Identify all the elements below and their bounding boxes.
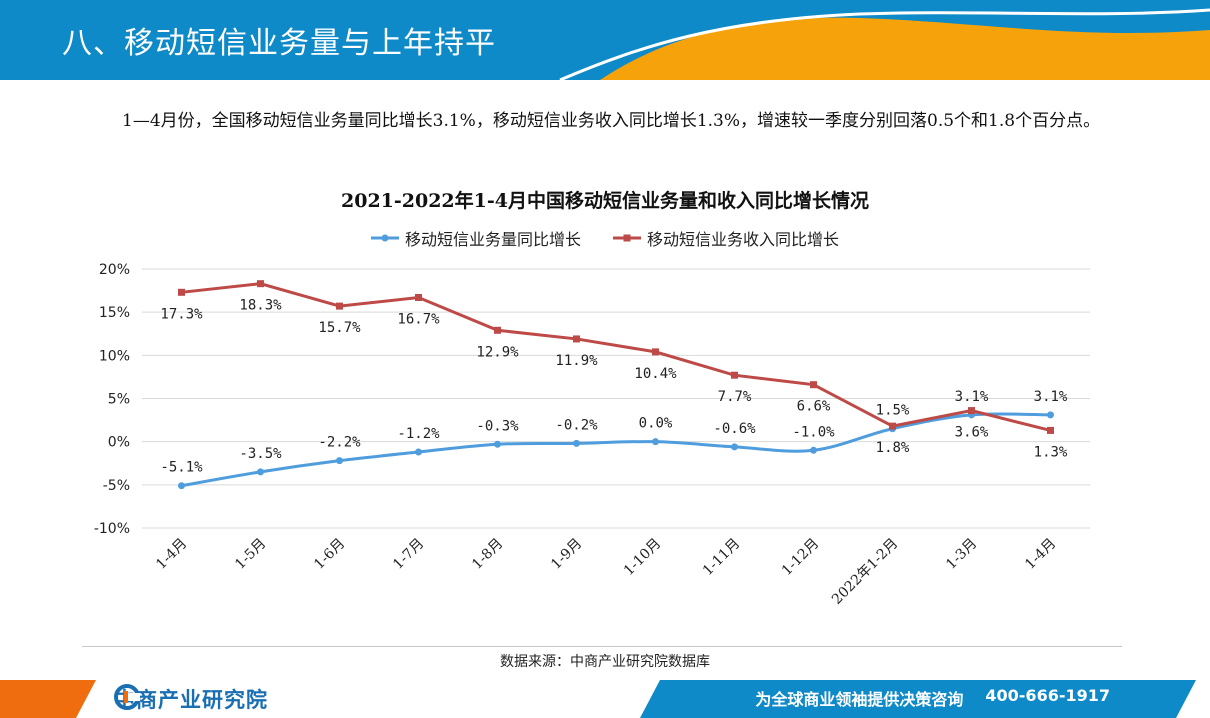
legend-label-revenue: 移动短信业务收入同比增长	[647, 230, 840, 249]
header-banner: 八、移动短信业务量与上年持平	[0, 0, 1210, 80]
chart-legend: 移动短信业务量同比增长 移动短信业务收入同比增长	[0, 226, 1210, 250]
footer-banner: 中商产业研究院 为全球商业领袖提供决策咨询 400-666-1917	[0, 680, 1210, 718]
data-label-revenue: 10.4%	[634, 366, 677, 382]
series-0-point	[1047, 411, 1054, 419]
series-line-0	[181, 412, 1051, 488]
page-title: 八、移动短信业务量与上年持平	[62, 26, 496, 61]
header-background	[0, 0, 1210, 80]
data-label-revenue: 1.3%	[1034, 444, 1068, 460]
series-0-point	[494, 440, 501, 448]
data-label-revenue: 3.6%	[955, 425, 989, 441]
data-label-volume: -3.5%	[239, 446, 282, 462]
data-label-volume: -1.0%	[792, 424, 835, 440]
data-label-revenue: 7.7%	[718, 389, 752, 405]
slogan-text: 为全球商业领袖提供决策咨询	[755, 690, 964, 709]
x-tick-label: 1-12月	[779, 536, 822, 579]
y-tick-label: 0%	[108, 435, 130, 451]
data-label-volume: 3.1%	[955, 389, 989, 405]
y-tick-label: 10%	[99, 348, 130, 364]
data-label-revenue: 1.8%	[876, 440, 910, 456]
intro-paragraph: 1—4月份，全国移动短信业务量同比增长3.1%，移动短信业务收入同比增长1.3%…	[122, 111, 1101, 131]
series-0-point	[336, 457, 343, 465]
series-0-point	[731, 443, 738, 451]
series-1-point	[573, 335, 580, 343]
data-label-volume: -0.6%	[713, 421, 756, 437]
x-tick-label: 1-3月	[943, 536, 980, 573]
legend-line-red-icon	[613, 234, 641, 242]
data-label-volume: 1.5%	[876, 403, 910, 419]
x-tick-label: 1-8月	[469, 536, 506, 573]
series-1-point	[810, 381, 817, 389]
series-line-1	[181, 282, 1051, 432]
series-1-point	[494, 326, 501, 334]
data-label-revenue: 11.9%	[555, 353, 598, 369]
data-label-volume: -1.2%	[397, 426, 440, 442]
series-1-point	[257, 280, 264, 288]
data-label-volume: -2.2%	[318, 435, 361, 451]
data-label-revenue: 17.3%	[160, 306, 203, 322]
series-1-point	[889, 422, 896, 430]
x-tick-label: 1-7月	[390, 536, 427, 573]
series-1-point	[336, 302, 343, 310]
series-1-point	[968, 407, 975, 415]
data-label-volume: -0.3%	[476, 418, 519, 434]
x-tick-label: 1-11月	[700, 536, 743, 579]
x-tick-label: 1-6月	[311, 536, 348, 573]
y-tick-label: 20%	[99, 262, 130, 278]
source-divider	[82, 646, 1122, 647]
y-tick-label: 15%	[99, 305, 130, 321]
data-label-revenue: 6.6%	[797, 399, 831, 415]
data-label-revenue: 16.7%	[397, 311, 440, 327]
y-tick-label: -10%	[94, 521, 130, 537]
data-label-volume: 0.0%	[639, 416, 673, 432]
footer-slogan: 为全球商业领袖提供决策咨询 400-666-1917	[755, 686, 1110, 710]
data-label-revenue: 18.3%	[239, 298, 282, 314]
x-tick-label: 1-9月	[548, 536, 585, 573]
series-1-point	[1047, 426, 1054, 434]
x-tick-label: 2022年1-2月	[829, 536, 901, 608]
footer-background	[0, 680, 1210, 718]
data-label-volume: 3.1%	[1034, 389, 1068, 405]
x-tick-label: 1-5月	[232, 536, 269, 573]
series-0-point	[257, 468, 264, 476]
x-tick-label: 1-4月	[1022, 536, 1059, 573]
series-1-point	[731, 371, 738, 379]
series-0-point	[415, 448, 422, 456]
series-1-point	[178, 288, 185, 296]
legend-item-volume: 移动短信业务量同比增长	[370, 226, 581, 250]
line-chart: 20% 15% 10% 5% 0% -5% -10% 1-4月 1-5月 1-6月 1-7月 1-8月…	[94, 262, 1090, 608]
series-1-point	[652, 348, 659, 356]
company-logo-icon	[114, 684, 140, 710]
x-tick-label: 1-4月	[153, 536, 190, 573]
series-0-point	[178, 482, 185, 490]
y-tick-label: -5%	[103, 478, 130, 494]
series-1-point	[415, 293, 422, 301]
legend-line-blue-icon	[370, 234, 399, 242]
data-source: 数据来源：中商产业研究院数据库	[500, 654, 710, 670]
legend-item-revenue: 移动短信业务收入同比增长	[613, 226, 839, 250]
legend-label-volume: 移动短信业务量同比增长	[404, 230, 581, 249]
data-label-revenue: 15.7%	[318, 320, 361, 336]
series-0-point	[573, 439, 580, 447]
data-label-volume: -5.1%	[160, 460, 203, 476]
footer-logo: 中商产业研究院	[114, 684, 268, 714]
data-label-revenue: 12.9%	[476, 344, 519, 360]
series-0-point	[810, 446, 817, 454]
series-0-point	[652, 438, 659, 446]
data-label-volume: -0.2%	[555, 417, 598, 433]
phone-number: 400-666-1917	[985, 686, 1110, 705]
chart-title: 2021-2022年1-4月中国移动短信业务量和收入同比增长情况	[341, 190, 869, 212]
x-tick-label: 1-10月	[621, 536, 664, 579]
y-tick-label: 5%	[108, 392, 130, 408]
